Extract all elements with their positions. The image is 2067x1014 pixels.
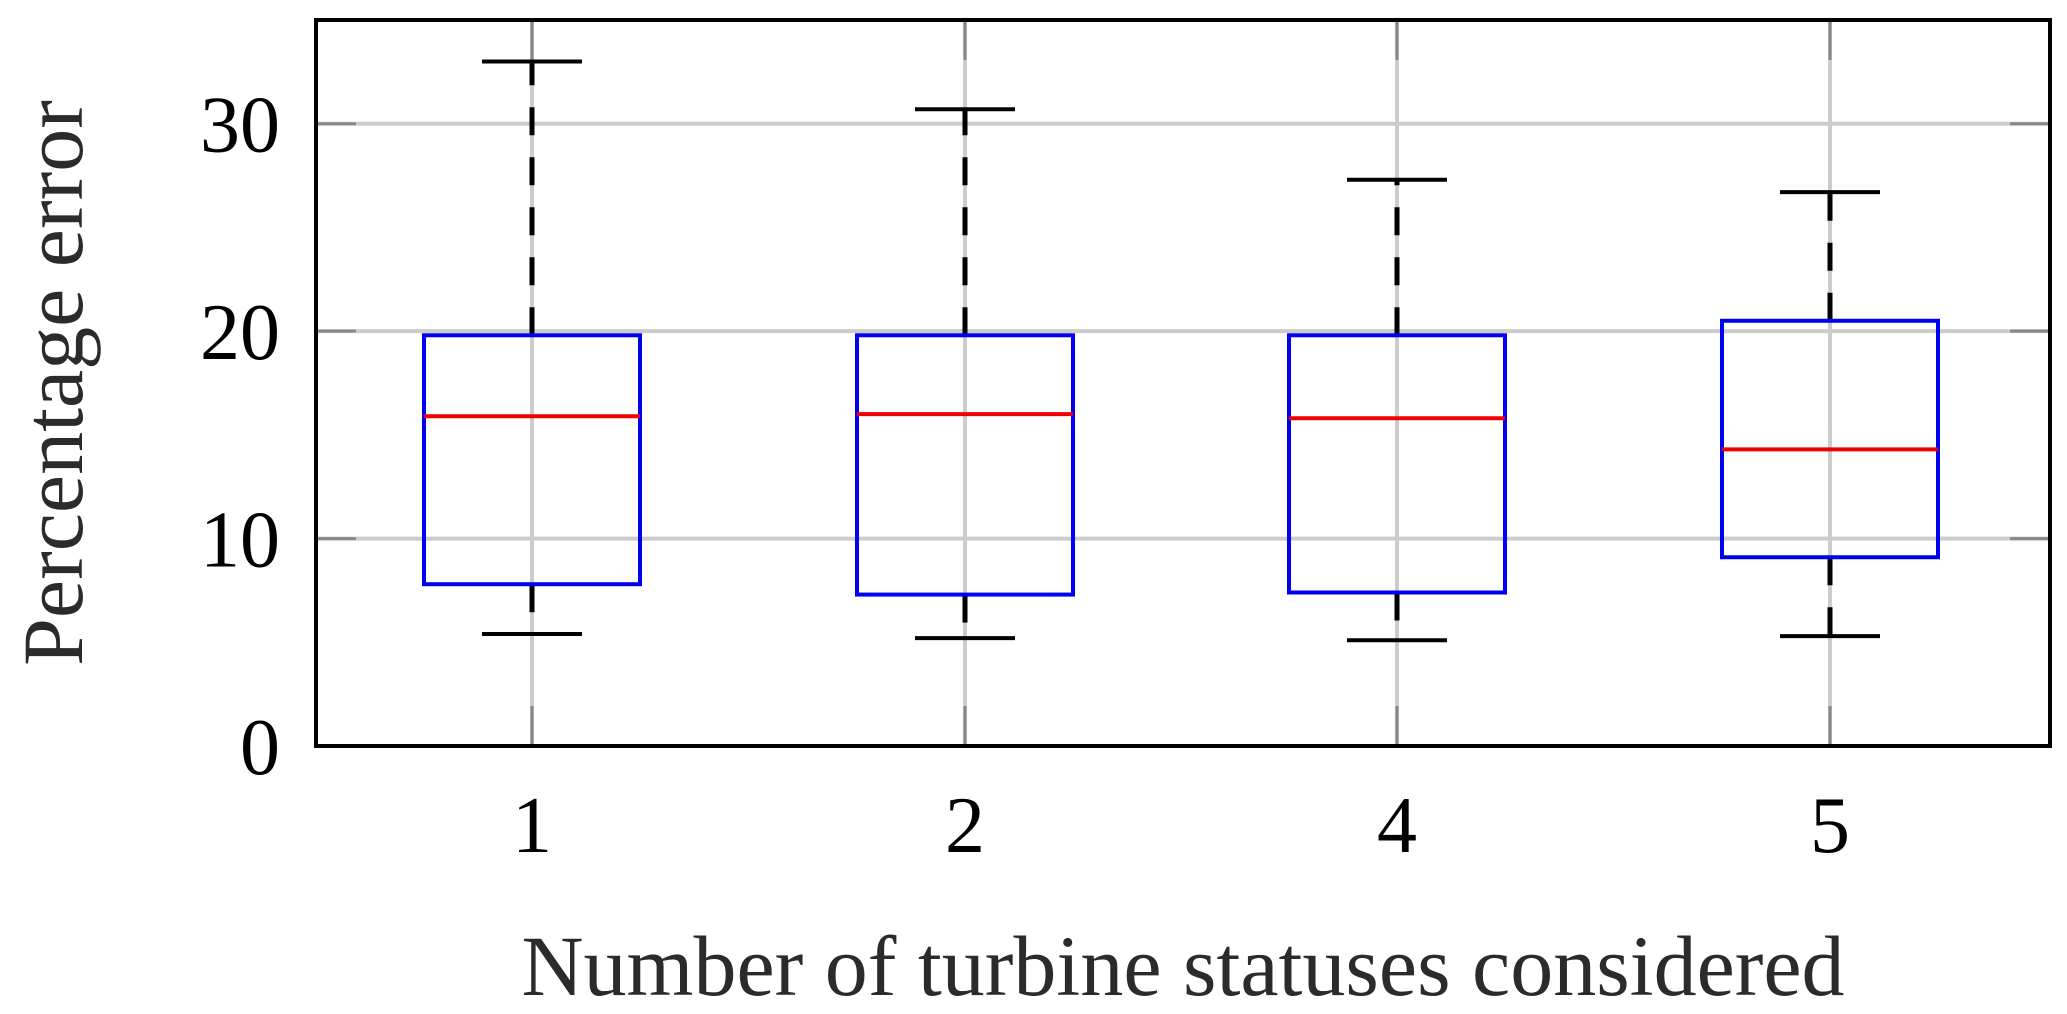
x-axis-title: Number of turbine statuses considered [521, 918, 1844, 1014]
y-tick-label: 30 [200, 82, 280, 170]
y-axis-title: Percentage error [5, 100, 101, 666]
box-5 [1720, 190, 1940, 639]
box-1 [422, 59, 642, 636]
x-tick-label: 5 [1810, 782, 1850, 870]
y-tick-label: 20 [200, 289, 280, 377]
box-4 [1287, 177, 1507, 643]
iqr-box [855, 333, 1075, 597]
grid-layer [316, 20, 2050, 746]
x-tick-label: 4 [1377, 782, 1417, 870]
iqr-box [1720, 318, 1940, 560]
x-tick-label: 1 [512, 782, 552, 870]
tick-layer [316, 20, 2050, 746]
iqr-box [422, 333, 642, 587]
box-2 [855, 107, 1075, 641]
y-tick-label: 10 [200, 497, 280, 585]
box-layer [422, 59, 1940, 643]
iqr-box [1287, 333, 1507, 595]
y-tick-label: 0 [240, 704, 280, 792]
label-layer: 0 10 20 30 1 2 4 5 [200, 82, 1850, 870]
plot-area-frame [314, 18, 2052, 748]
x-tick-label: 2 [945, 782, 985, 870]
